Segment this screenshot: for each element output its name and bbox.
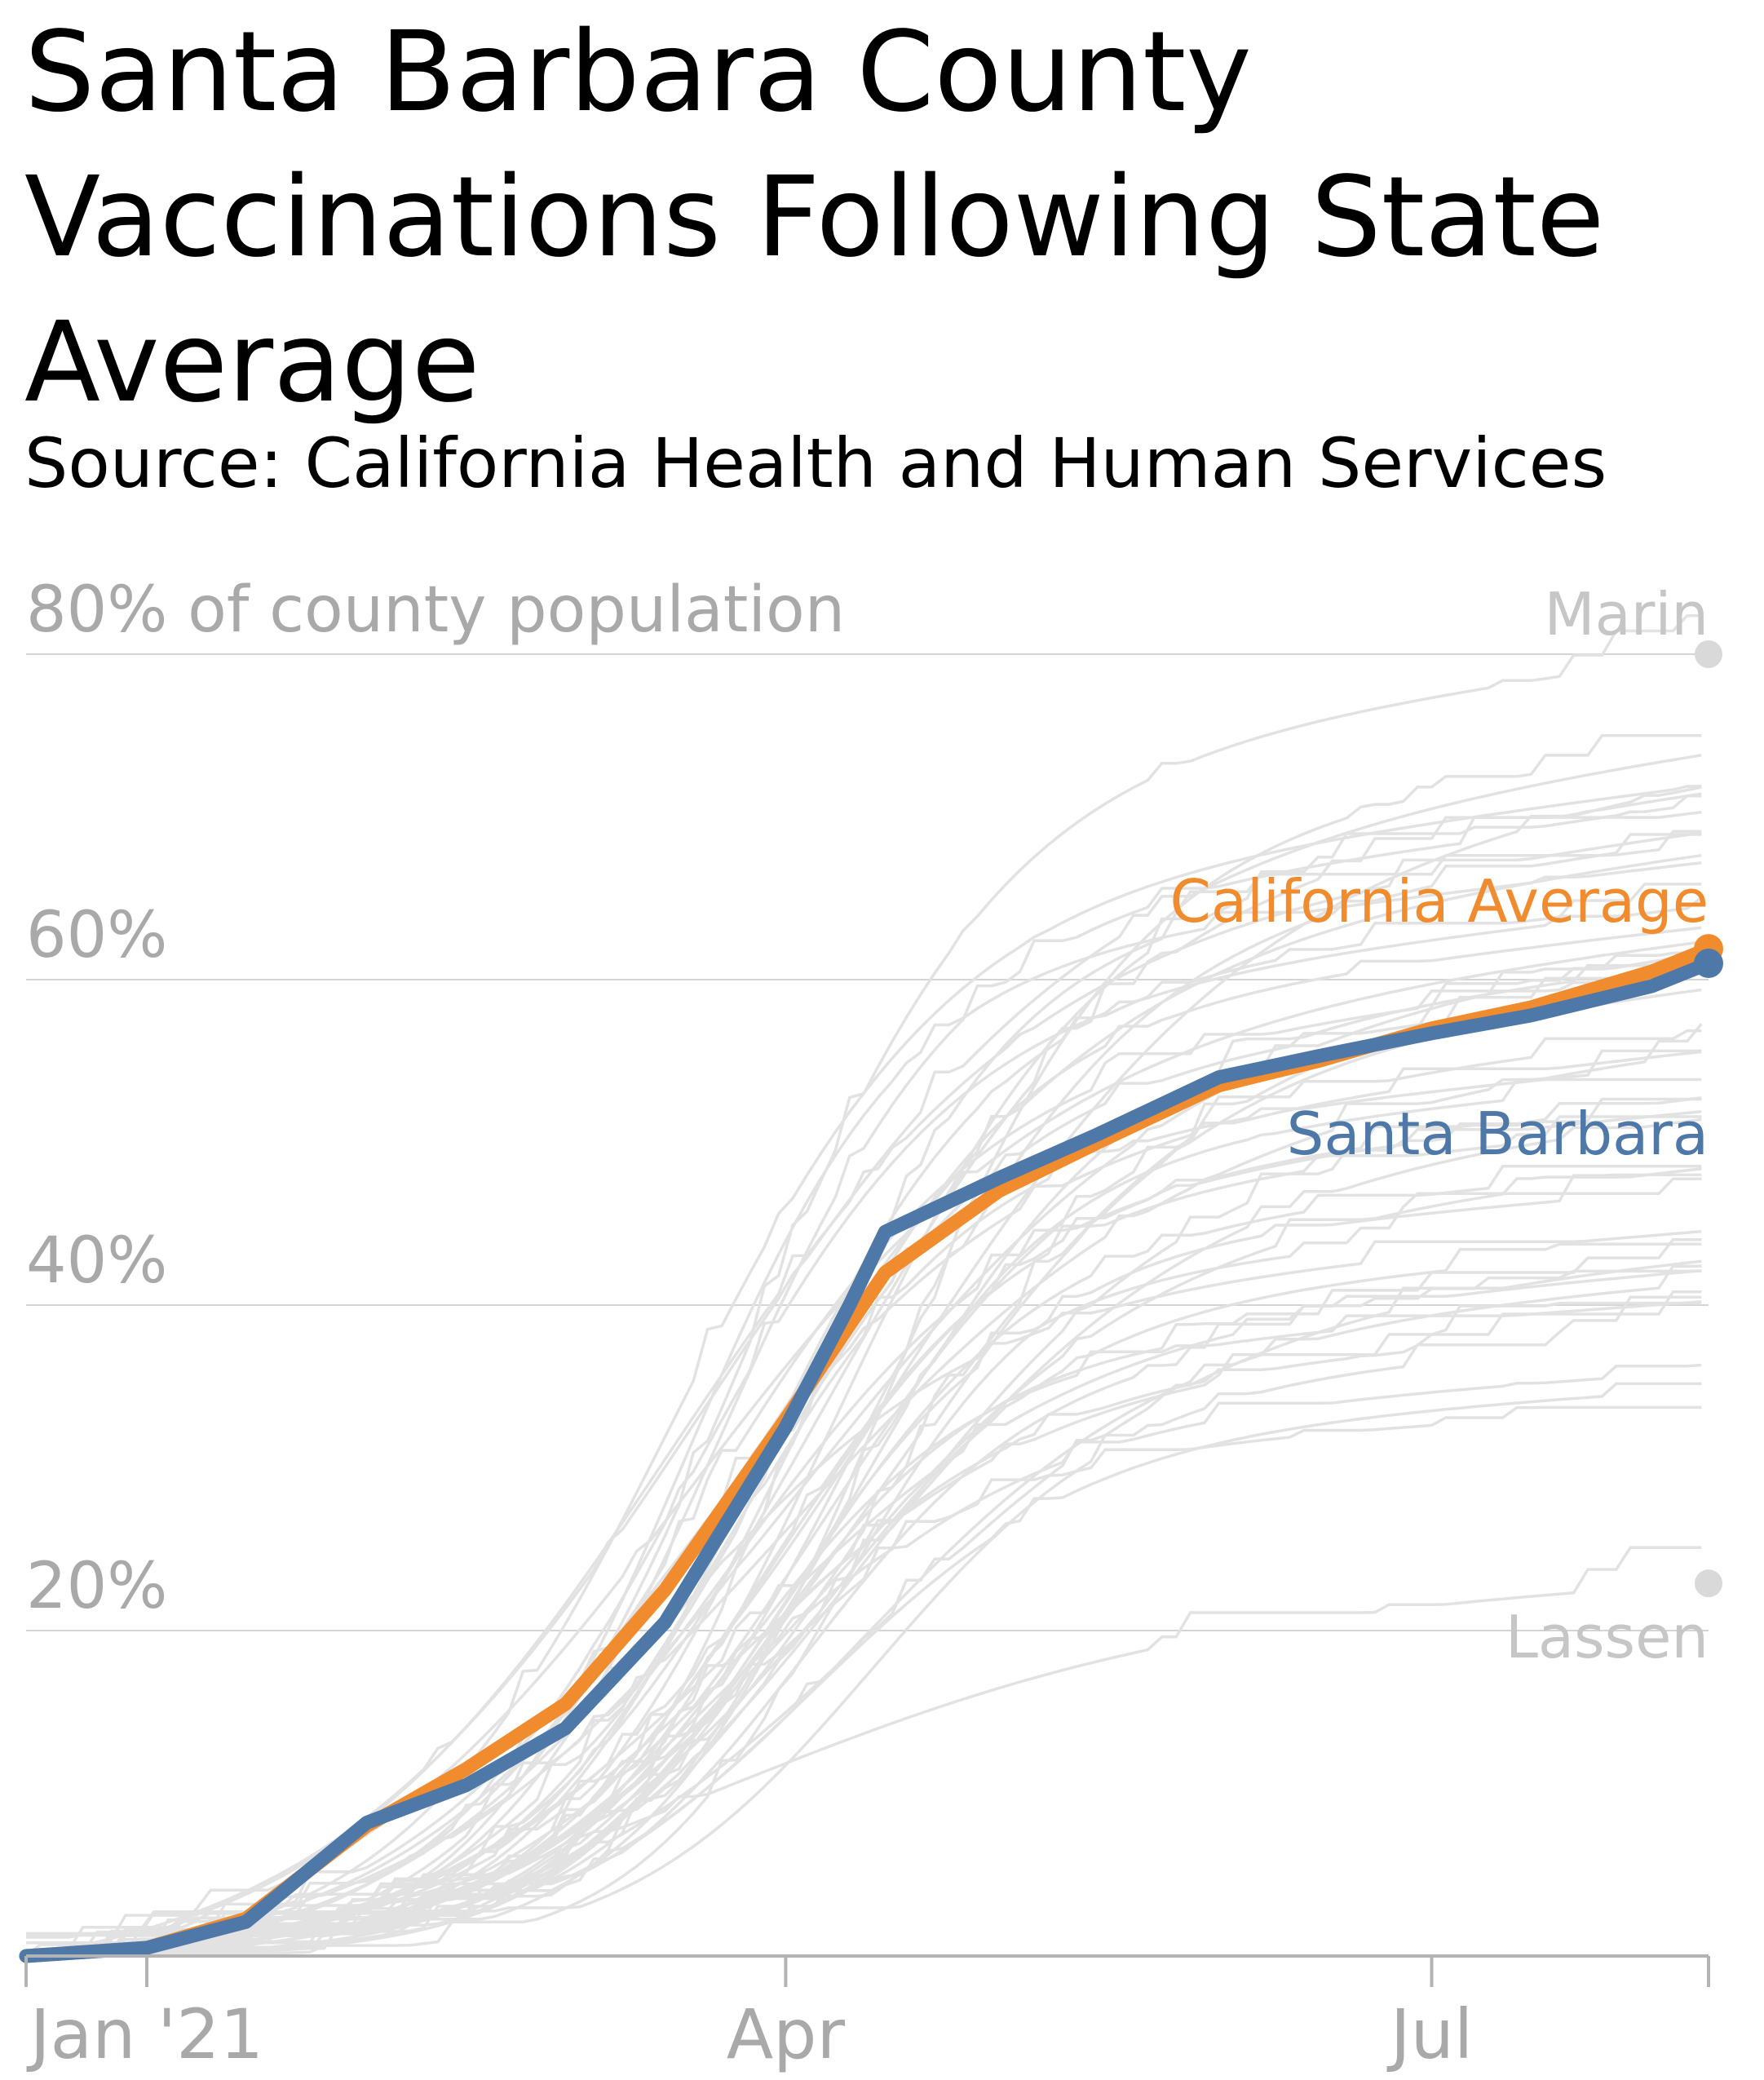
county-line (25, 733, 1702, 1958)
county-line (25, 1049, 1702, 1958)
county-line (25, 786, 1702, 1958)
county-line (25, 1029, 1702, 1958)
county-line (25, 1269, 1702, 1958)
marin-endpoint (1695, 640, 1722, 668)
county-line (25, 1117, 1702, 1958)
x-tick-label: Jul (1386, 1994, 1473, 2074)
county-line (25, 1382, 1702, 1958)
y-tick-label-60: 60% (26, 899, 167, 972)
county-line (25, 613, 1702, 1958)
county-line (25, 1242, 1702, 1958)
county-line (25, 883, 1702, 1958)
lassen-endpoint (1695, 1569, 1722, 1598)
county-line (25, 1050, 1702, 1958)
county-line (25, 754, 1702, 1958)
county-line (25, 1301, 1702, 1958)
chart-title: Santa Barbara County Vaccinations Follow… (24, 8, 1605, 427)
highlighted-series (19, 941, 1716, 1963)
county-line (25, 952, 1702, 1958)
series-labels: Marin Lassen California Average Santa Barba… (1170, 580, 1709, 1671)
county-line (25, 794, 1702, 1958)
y-tick-label-20: 20% (26, 1550, 167, 1623)
county-line (25, 831, 1702, 1958)
county-line (25, 926, 1702, 1958)
county-line (25, 792, 1702, 1958)
county-line (25, 1300, 1702, 1958)
county-line (25, 784, 1702, 1958)
santa-barbara-endpoint (1694, 949, 1723, 979)
x-tick-label: Jan '21 (26, 1994, 263, 2074)
marin-label: Marin (1545, 580, 1709, 648)
county-line (25, 1269, 1702, 1958)
county-line (25, 1264, 1702, 1958)
y-tick-labels: 80% of county population 60% 40% 20% (26, 573, 845, 1623)
county-line (25, 833, 1702, 1958)
chart-source: Source: California Health and Human Serv… (24, 423, 1607, 503)
santa-barbara-line (19, 956, 1716, 1963)
california-average-label: California Average (1170, 867, 1709, 936)
county-line (25, 1237, 1702, 1958)
x-tick-label: Apr (727, 1994, 846, 2074)
y-tick-label-40: 40% (26, 1224, 167, 1298)
x-axis: Jan '21 Apr Jul (24, 1954, 1710, 2074)
y-tick-label-80: 80% of county population (26, 573, 845, 647)
county-line (25, 951, 1702, 1958)
series-endpoints (1694, 640, 1723, 1598)
santa-barbara-label: Santa Barbara (1287, 1100, 1709, 1168)
county-line (25, 1109, 1702, 1958)
county-line (25, 861, 1702, 1958)
lassen-label: Lassen (1505, 1603, 1709, 1671)
county-line (26, 1173, 1702, 1958)
county-line (25, 1259, 1702, 1958)
